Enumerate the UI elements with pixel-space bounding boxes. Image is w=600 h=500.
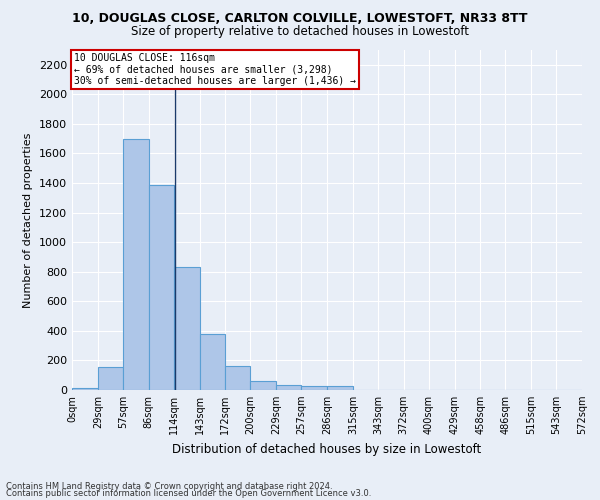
Text: 10, DOUGLAS CLOSE, CARLTON COLVILLE, LOWESTOFT, NR33 8TT: 10, DOUGLAS CLOSE, CARLTON COLVILLE, LOW… — [72, 12, 528, 26]
Bar — [276, 385, 301, 390]
Bar — [72, 388, 98, 390]
Bar — [250, 381, 276, 390]
Bar — [199, 334, 226, 390]
Text: 10 DOUGLAS CLOSE: 116sqm
← 69% of detached houses are smaller (3,298)
30% of sem: 10 DOUGLAS CLOSE: 116sqm ← 69% of detach… — [74, 53, 356, 86]
Bar — [301, 386, 327, 390]
Y-axis label: Number of detached properties: Number of detached properties — [23, 132, 34, 308]
Bar — [226, 366, 250, 390]
Bar — [123, 138, 149, 390]
Text: Size of property relative to detached houses in Lowestoft: Size of property relative to detached ho… — [131, 25, 469, 38]
Bar — [149, 184, 173, 390]
Bar — [327, 386, 353, 390]
Text: Contains public sector information licensed under the Open Government Licence v3: Contains public sector information licen… — [6, 489, 371, 498]
X-axis label: Distribution of detached houses by size in Lowestoft: Distribution of detached houses by size … — [172, 442, 482, 456]
Text: Contains HM Land Registry data © Crown copyright and database right 2024.: Contains HM Land Registry data © Crown c… — [6, 482, 332, 491]
Bar — [98, 367, 123, 390]
Bar — [173, 266, 199, 390]
